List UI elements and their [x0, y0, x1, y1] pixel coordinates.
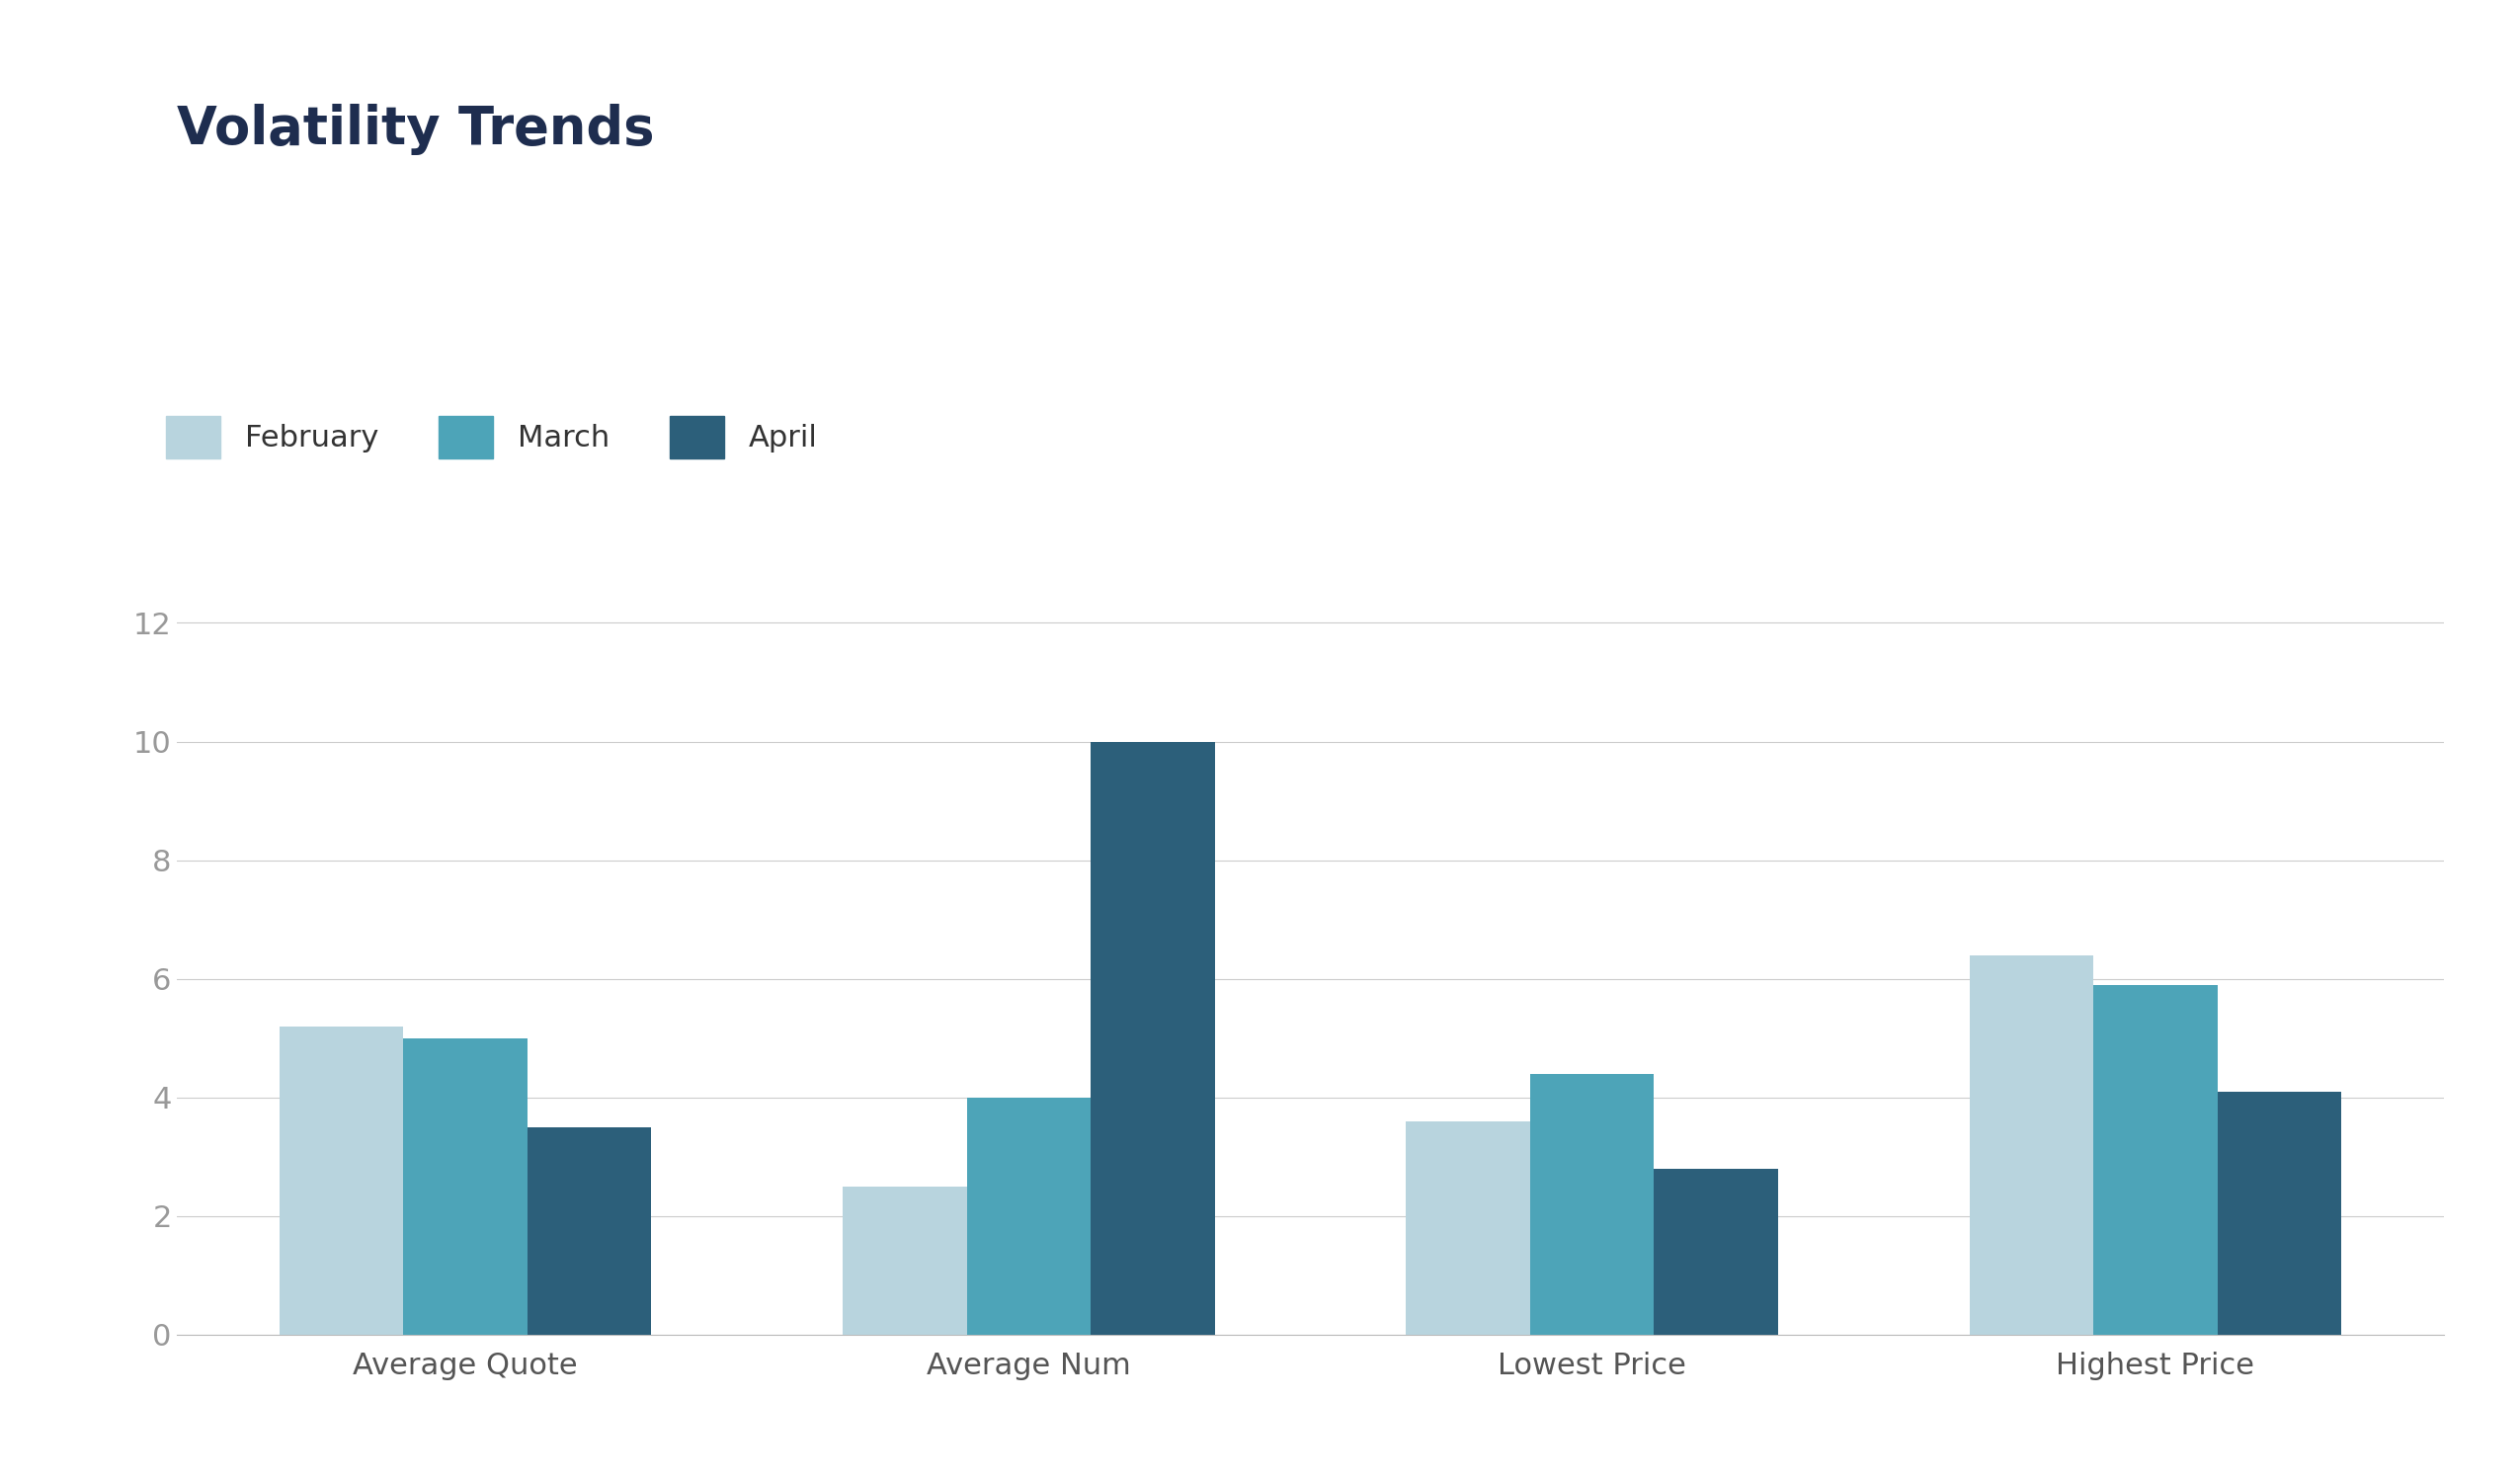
- Bar: [527, 1127, 650, 1335]
- Bar: [280, 1026, 403, 1335]
- Bar: [403, 1038, 527, 1335]
- Bar: [1091, 742, 1215, 1335]
- Bar: [1653, 1169, 1779, 1335]
- Bar: [1971, 955, 2094, 1335]
- Text: Volatility Trends: Volatility Trends: [176, 104, 655, 156]
- Bar: [842, 1186, 968, 1335]
- Bar: [2218, 1091, 2341, 1335]
- Bar: [2094, 985, 2218, 1335]
- Bar: [968, 1097, 1091, 1335]
- Bar: [1406, 1121, 1530, 1335]
- Bar: [1530, 1074, 1653, 1335]
- Legend: February, March, April: February, March, April: [166, 415, 816, 458]
